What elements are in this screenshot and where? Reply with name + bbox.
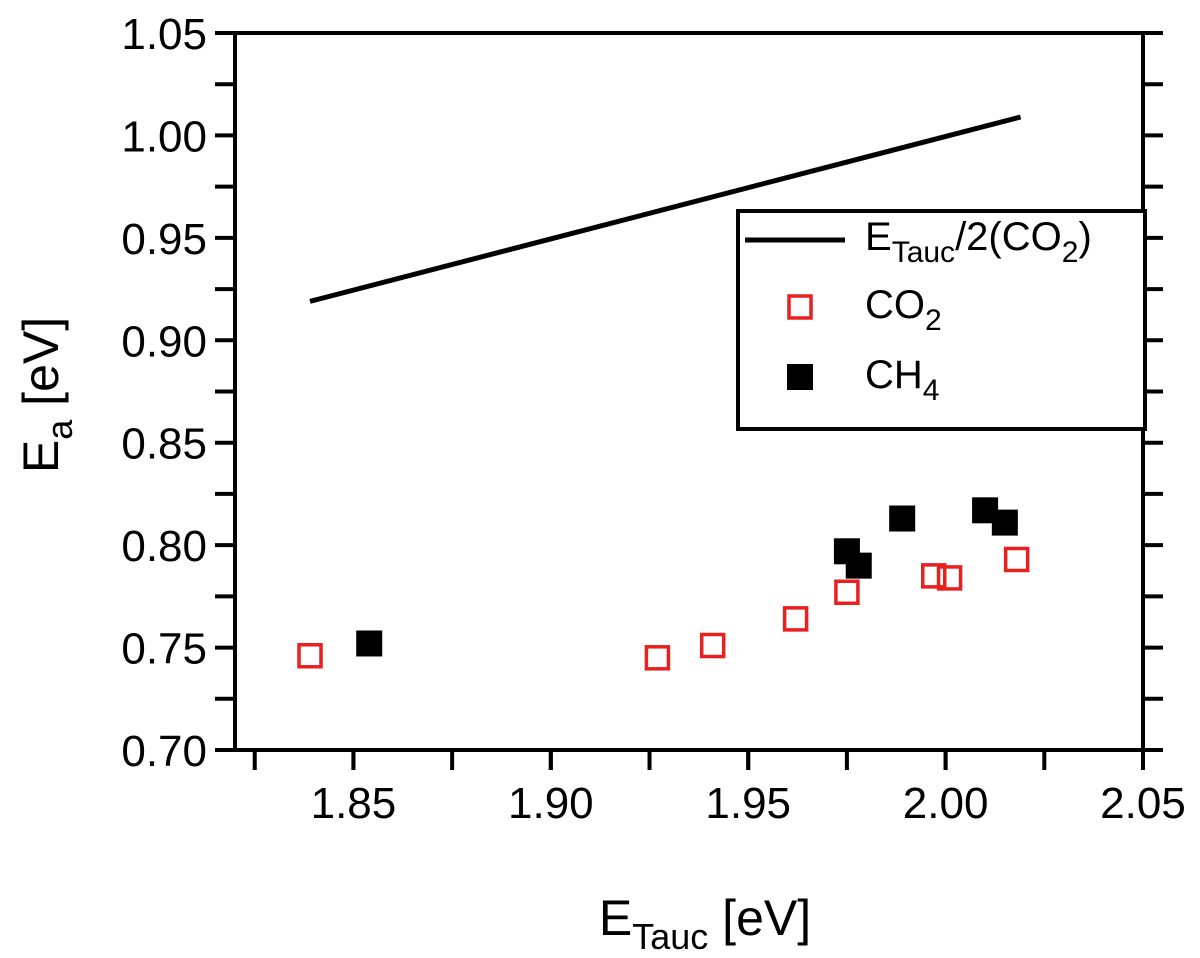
y-tick-label: 1.00 bbox=[121, 112, 207, 161]
co2-point bbox=[936, 565, 963, 591]
y-tick-label: 0.95 bbox=[121, 215, 207, 264]
x-tick-label: 1.95 bbox=[705, 779, 791, 828]
ch4-point bbox=[845, 552, 872, 579]
x-tick-label: 1.85 bbox=[311, 779, 397, 828]
x-tick-label: 1.90 bbox=[508, 779, 594, 828]
series-line bbox=[309, 114, 1022, 304]
y-tick-label: 0.90 bbox=[121, 317, 207, 366]
legend-box bbox=[736, 209, 1147, 431]
tick-labels: 1.85 1.90 1.95 2.00 2.05 0.70 0.75 0.80 0.85 0.90… bbox=[121, 10, 1185, 828]
legend-label: CO2 bbox=[865, 283, 942, 337]
co2-point bbox=[834, 579, 860, 606]
legend-label: ETauc/2(CO2) bbox=[865, 215, 1092, 269]
y-tick-label: 1.05 bbox=[121, 10, 207, 59]
y-tick-label: 0.70 bbox=[121, 727, 207, 776]
legend-open-square-swatch bbox=[787, 294, 813, 320]
legend: ETauc/2(CO2) CO2 CH4 bbox=[736, 209, 1147, 431]
data-series bbox=[297, 114, 1030, 671]
co2-point bbox=[699, 632, 726, 659]
y-tick-label: 0.85 bbox=[121, 420, 207, 469]
co2-point bbox=[921, 563, 947, 589]
co2-point bbox=[644, 645, 671, 671]
co2-point bbox=[782, 606, 809, 632]
co2-point bbox=[297, 643, 323, 669]
series-0 bbox=[309, 114, 1022, 304]
x-tick-label: 2.00 bbox=[903, 779, 989, 828]
series-2 bbox=[356, 497, 1018, 657]
legend-label: CH4 bbox=[865, 353, 939, 407]
ch4-point bbox=[889, 505, 916, 532]
legend-filled-square-swatch bbox=[787, 364, 813, 390]
series-1 bbox=[297, 546, 1030, 671]
y-tick-label: 0.80 bbox=[121, 522, 207, 571]
ch4-point bbox=[356, 630, 383, 657]
axis-titles: ETauc [eV] Ea [eV] bbox=[13, 317, 811, 957]
ch4-point bbox=[991, 509, 1018, 536]
x-tick-label: 2.05 bbox=[1100, 779, 1186, 828]
x-axis-title: ETauc [eV] bbox=[599, 890, 811, 957]
y-tick-label: 0.75 bbox=[121, 625, 207, 674]
y-axis-title: Ea [eV] bbox=[13, 317, 80, 473]
axis-ticks bbox=[215, 31, 1163, 770]
co2-point bbox=[1003, 546, 1030, 573]
